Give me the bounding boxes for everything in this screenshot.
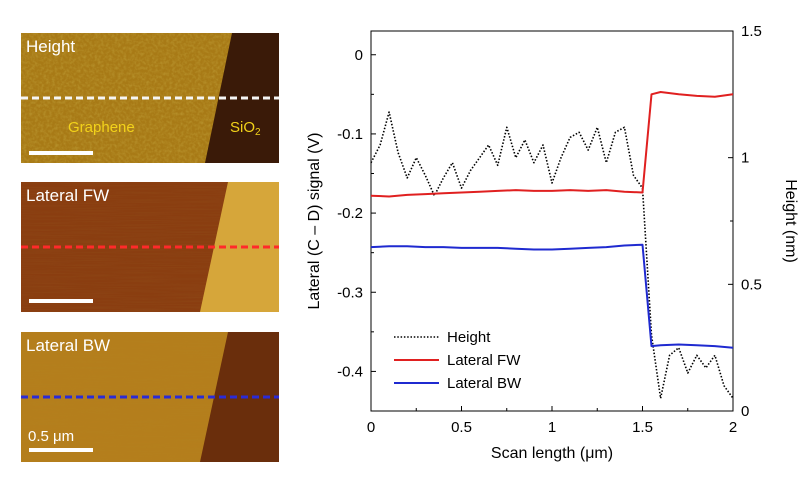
lateral-fw-image — [21, 182, 279, 312]
panel-title: Height — [26, 37, 76, 56]
lateral-fw-panel: Lateral FW — [21, 182, 279, 312]
legend-label: Lateral FW — [447, 352, 521, 369]
y-right-tick-label: 0 — [741, 403, 749, 420]
x-tick-label: 1.5 — [632, 419, 653, 436]
chart-legend: Height Lateral FW Lateral BW — [394, 329, 522, 392]
series-line-lateral-fw — [370, 91, 734, 198]
y-right-tick-label: 1 — [741, 150, 749, 167]
y-right-tick-label: 0.5 — [741, 276, 762, 293]
lateral-bw-panel: Lateral BW 0.5 μm — [21, 332, 279, 462]
panel-title: Lateral BW — [26, 336, 111, 355]
y-right-axis-label: Height (nm) — [782, 179, 799, 263]
x-tick-label: 2 — [729, 419, 737, 436]
series-line-lateral-bw — [370, 243, 734, 349]
plot-frame — [370, 30, 734, 412]
y-left-tick-label: -0.2 — [337, 205, 363, 222]
sio2-label: SiO2 — [230, 119, 261, 138]
y-left-tick-label: -0.1 — [337, 126, 363, 143]
height-map-image — [21, 33, 279, 163]
y-left-axis-label: Lateral (C – D) signal (V) — [306, 133, 323, 310]
height-map-panel: Height Graphene SiO2 — [21, 33, 279, 163]
lateral-bw-image — [21, 332, 279, 462]
x-axis-label: Scan length (μm) — [491, 445, 613, 462]
legend-label: Lateral BW — [447, 375, 522, 392]
y-left-tick-label: 0 — [355, 47, 363, 64]
chart-series — [370, 91, 734, 400]
scale-bar — [29, 448, 93, 452]
x-tick-label: 1 — [548, 419, 556, 436]
scale-bar — [29, 299, 93, 303]
x-tick-label: 0 — [367, 419, 375, 436]
series-line-height — [370, 111, 734, 400]
legend-label: Height — [447, 329, 491, 346]
panel-title: Lateral FW — [26, 186, 110, 205]
graphene-label: Graphene — [68, 119, 135, 136]
y-left-tick-label: -0.3 — [337, 284, 363, 301]
y-left-tick-label: -0.4 — [337, 363, 363, 380]
scale-bar — [29, 151, 93, 155]
y-right-tick-label: 1.5 — [741, 23, 762, 40]
x-tick-label: 0.5 — [451, 419, 472, 436]
scale-bar-label: 0.5 μm — [28, 428, 75, 445]
